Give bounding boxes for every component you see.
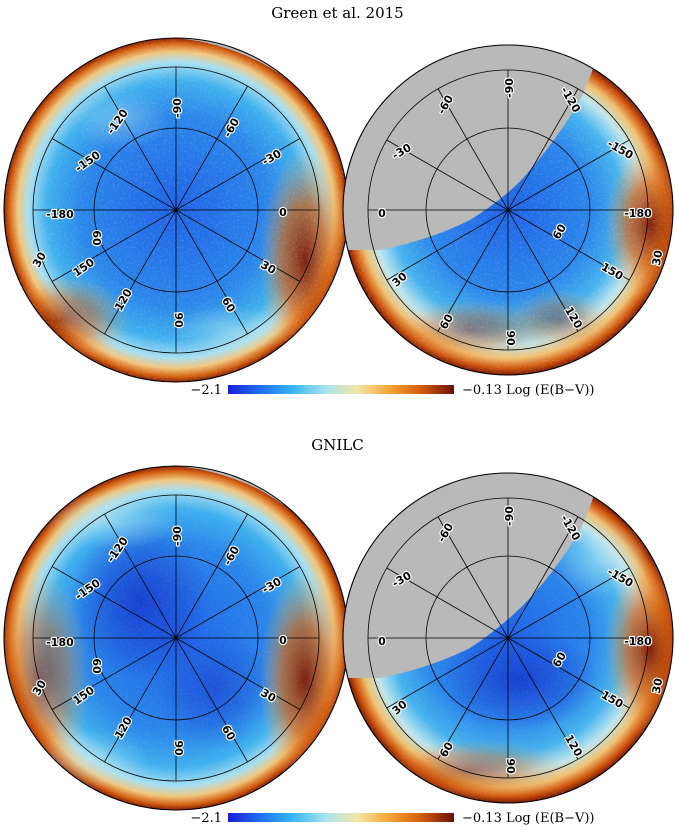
colorbar-max-label: −0.13 Log (E(B−V)) xyxy=(462,811,595,826)
top-left-lon--180-label: -180 xyxy=(46,208,74,221)
meridian-line xyxy=(386,139,630,281)
colorbar-bar xyxy=(228,385,454,394)
colorbar-min-label: −2.1 xyxy=(190,811,222,826)
colorbar-min-label: −2.1 xyxy=(190,383,222,398)
meridian-line xyxy=(386,567,630,709)
bottom-left-lat-90-low-label: 90 xyxy=(172,740,185,756)
bottom-left-lon-0-label: 0 xyxy=(279,634,287,647)
panel-title-top: Green et al. 2015 xyxy=(271,4,404,22)
bottom-right-lon--90-label: -90 xyxy=(503,506,516,526)
top-left-lat-90-low-label: 90 xyxy=(172,312,185,328)
top-right-lat-30-low-label: 30 xyxy=(650,249,666,267)
top-left-lon-0-label: 0 xyxy=(279,206,287,219)
bottom-left-lat-60-left-label: 60 xyxy=(90,658,103,674)
top-left-lat-60-left-label: 60 xyxy=(90,230,103,246)
bottom-right-lat-30-low-label: 30 xyxy=(650,677,666,695)
meridian-line xyxy=(51,566,301,710)
panel-title-bottom: GNILC xyxy=(311,436,364,454)
colorbar-bar xyxy=(228,813,454,822)
meridian-spokes xyxy=(33,67,648,781)
colorbar-top: −2.1 −0.13 Log (E(B−V)) xyxy=(190,383,594,398)
bottom-left-lon--90-label: -90 xyxy=(171,526,184,546)
top-right-lon--180-label: -180 xyxy=(624,207,652,220)
top-right-lat-90-low-label: 90 xyxy=(504,330,517,346)
mask-region xyxy=(343,45,600,250)
colorbar-max-label: −0.13 Log (E(B−V)) xyxy=(462,383,595,398)
bottom-right-lon--180-label: -180 xyxy=(624,635,652,648)
mask-region xyxy=(343,473,600,678)
bottom-right-lat-90-low-label: 90 xyxy=(504,758,517,774)
bottom-left-lon--180-label: -180 xyxy=(46,636,74,649)
top-right-lon-0-label: 0 xyxy=(378,207,386,220)
meridian-line xyxy=(51,138,301,282)
top-left-lon--90-label: -90 xyxy=(171,98,184,118)
top-right-lon--90-label: -90 xyxy=(503,78,516,98)
bottom-right-lon-0-label: 0 xyxy=(378,635,386,648)
colorbar-bottom: −2.1 −0.13 Log (E(B−V)) xyxy=(190,811,594,826)
